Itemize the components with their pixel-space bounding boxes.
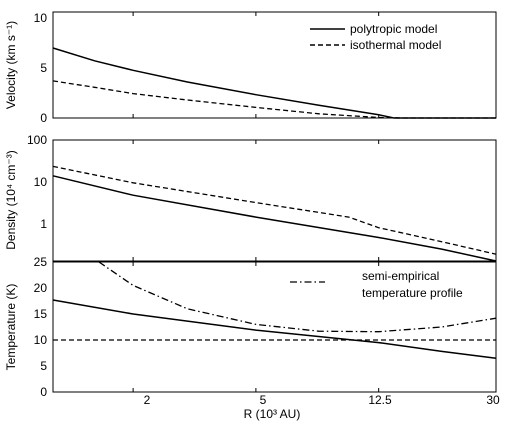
- temperature-ytick-15: 15: [34, 307, 48, 321]
- temperature-series-solid-line: [52, 299, 497, 359]
- velocity-series-solid-line: [52, 47, 496, 119]
- density-series-solid-line: [52, 175, 497, 262]
- density-axes-box: [52, 139, 497, 262]
- legend-label-semi-empirical-line2: temperature profile: [362, 286, 463, 300]
- x-axis-label: R (10³ AU): [244, 407, 301, 421]
- temperature-panel: 25 20 15 10 5 0 Temperature (K) semi-emp…: [4, 255, 500, 421]
- xtick-5: 5: [260, 393, 267, 407]
- temperature-series-group: [52, 261, 497, 359]
- legend-label-semi-empirical-line1: semi-empirical: [362, 269, 439, 283]
- density-ylabel: Density (10⁴ cm⁻³): [4, 150, 18, 250]
- velocity-panel: 10 5 0 Velocity (km s⁻¹) polytropic mode…: [4, 11, 497, 125]
- velocity-ylabel: Velocity (km s⁻¹): [4, 21, 18, 109]
- xtick-12-5: 12.5: [368, 393, 392, 407]
- legend-label-isothermal: isothermal model: [350, 38, 441, 52]
- temperature-axes-box: [52, 261, 497, 393]
- legend-label-polytropic: polytropic model: [350, 22, 437, 36]
- x-tick-marks: [132, 12, 497, 392]
- velocity-axes-box: [52, 11, 497, 119]
- density-series-dashed-line: [52, 165, 497, 255]
- temperature-ylabel: Temperature (K): [4, 284, 18, 371]
- velocity-ytick-10: 10: [34, 11, 48, 25]
- density-series-group: [52, 165, 497, 262]
- xtick-2: 2: [144, 393, 151, 407]
- temperature-ytick-20: 20: [34, 281, 48, 295]
- velocity-ytick-0: 0: [40, 111, 47, 125]
- xtick-30: 30: [486, 393, 500, 407]
- density-panel: 100 10 1 Density (10⁴ cm⁻³): [4, 133, 497, 262]
- velocity-series-group: [52, 47, 496, 119]
- temperature-ytick-0: 0: [40, 385, 47, 399]
- temperature-ytick-25: 25: [34, 255, 48, 269]
- density-ytick-1: 1: [40, 217, 47, 231]
- velocity-legend: polytropic model isothermal model: [310, 22, 441, 52]
- temperature-legend: semi-empirical temperature profile: [290, 269, 463, 300]
- density-ytick-10: 10: [34, 175, 48, 189]
- temperature-ytick-5: 5: [40, 359, 47, 373]
- velocity-series-dashed-line: [52, 80, 496, 119]
- temperature-ytick-10: 10: [34, 333, 48, 347]
- density-ytick-100: 100: [27, 133, 47, 147]
- velocity-ytick-5: 5: [40, 61, 47, 75]
